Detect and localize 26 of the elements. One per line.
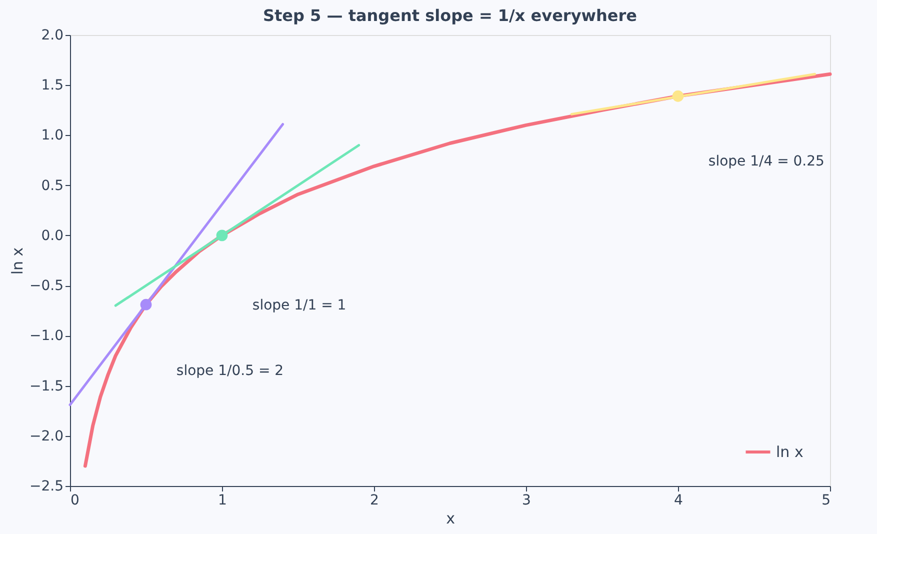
y-tick-label: 0.5 <box>41 178 64 194</box>
point <box>672 90 684 102</box>
point <box>140 298 152 310</box>
y-axis-title: ln x <box>8 247 27 275</box>
y-tick-label: −2.0 <box>30 428 64 444</box>
y-tick-label: −0.5 <box>30 278 64 294</box>
y-tick-label: 1.0 <box>41 128 64 144</box>
legend-label: ln x <box>776 443 804 461</box>
chart-title: Step 5 — tangent slope = 1/x everywhere <box>262 6 638 25</box>
annotation: slope 1/4 = 0.25 <box>708 153 824 170</box>
y-tick-label: 2.0 <box>41 28 64 44</box>
x-tick-label: 1 <box>218 492 227 508</box>
y-tick-label: −1.5 <box>30 378 64 394</box>
x-axis-title: x <box>446 510 456 528</box>
annotation: slope 1/1 = 1 <box>252 298 346 314</box>
y-tick-label: 0.0 <box>41 228 64 244</box>
y-tick-label: −2.5 <box>30 478 64 494</box>
y-tick-label: −1.0 <box>30 328 64 344</box>
x-tick-label: 4 <box>674 492 684 508</box>
x-tick-label: 5 <box>822 492 830 508</box>
y-tick-label: 1.5 <box>41 78 64 94</box>
point <box>216 230 228 242</box>
x-tick-label: 0 <box>70 492 80 508</box>
annotation: slope 1/0.5 = 2 <box>176 362 284 379</box>
x-tick-label: 3 <box>522 492 531 508</box>
x-tick-label: 2 <box>370 492 379 508</box>
